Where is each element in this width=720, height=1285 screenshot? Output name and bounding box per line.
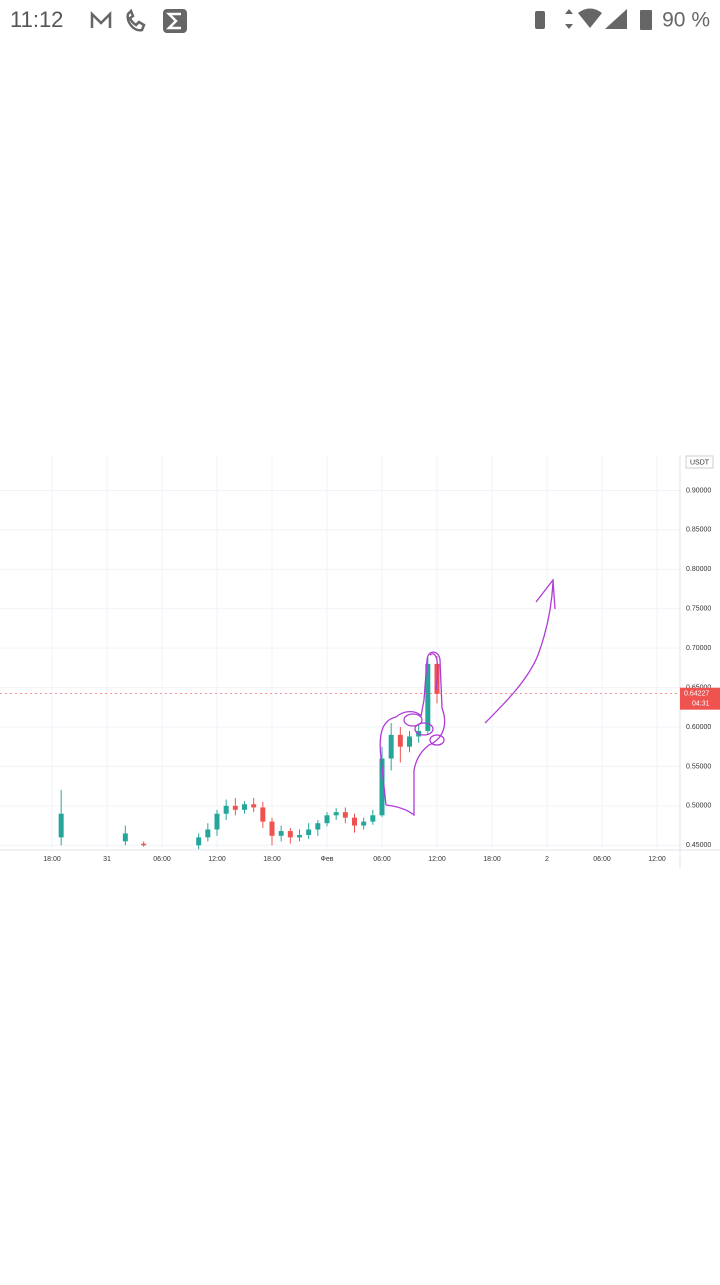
grid: 0.450000.500000.550000.600000.650000.700…	[0, 455, 711, 863]
candle-body	[296, 835, 302, 838]
battery-icon	[640, 10, 652, 30]
y-tick-label: 0.45000	[686, 842, 711, 849]
hand-drawing	[379, 578, 556, 817]
candle-body	[260, 807, 266, 822]
candle-body	[351, 817, 357, 826]
drawn-hand	[379, 651, 446, 817]
sigma	[165, 12, 181, 30]
y-tick-label: 0.80000	[686, 566, 711, 573]
candle-body	[141, 843, 147, 846]
y-tick-label: 0.70000	[686, 645, 711, 652]
candle-body	[122, 833, 128, 842]
gmail-icon	[90, 10, 112, 28]
battery-level: 90 %	[662, 9, 710, 32]
x-tick-label: 06:00	[153, 856, 171, 863]
candle-body	[388, 734, 394, 759]
price-overlay: 0.64227 04:31	[0, 687, 720, 710]
drawn-arrowhead	[535, 578, 556, 610]
candle-body	[278, 831, 284, 836]
y-tick-label: 0.60000	[686, 724, 711, 731]
notification-icons	[90, 8, 187, 33]
countdown-label: 04:31	[692, 701, 710, 708]
currency-box	[685, 455, 714, 469]
candle-body	[287, 831, 293, 838]
x-tick-label: 2	[545, 856, 549, 863]
x-tick-label: 31	[103, 856, 111, 863]
candle-body	[232, 805, 238, 810]
last-price-box	[680, 687, 720, 710]
candle-body	[58, 813, 64, 838]
y-tick-label: 0.50000	[686, 803, 711, 810]
x-tick-label: 12:00	[648, 856, 666, 863]
candle-body	[315, 823, 321, 830]
x-tick-label: Фев	[321, 856, 334, 863]
candle-body	[333, 812, 339, 816]
candle-body	[214, 813, 220, 830]
x-tick-label: 18:00	[43, 856, 61, 863]
call-icon	[126, 8, 146, 32]
vibrate-icon	[535, 11, 545, 29]
y-tick-label: 0.55000	[686, 763, 711, 770]
y-tick-label: 0.90000	[686, 487, 711, 494]
drawn-finger	[429, 653, 439, 691]
data-icon	[565, 9, 573, 29]
drawn-loop	[429, 734, 445, 746]
candle-body	[306, 829, 312, 836]
y-tick-label: 0.75000	[686, 606, 711, 613]
x-tick-label: 18:00	[483, 856, 501, 863]
x-tick-label: 12:00	[428, 856, 446, 863]
x-tick-label: 06:00	[373, 856, 391, 863]
last-price-label: 0.64227	[684, 691, 709, 698]
candle-body	[361, 821, 367, 826]
x-tick-label: 18:00	[263, 856, 281, 863]
drawn-loop	[403, 713, 423, 727]
candle-body	[342, 812, 348, 818]
x-tick-label: 12:00	[208, 856, 226, 863]
candle-body	[379, 758, 385, 816]
candle-body	[397, 734, 403, 747]
drawn-arrow	[484, 581, 554, 724]
candle-body	[370, 815, 376, 822]
signal-icon	[605, 9, 627, 29]
candle-body	[205, 829, 211, 838]
candle-body	[241, 804, 247, 810]
wifi-icon	[578, 8, 602, 28]
candle-body	[251, 804, 257, 808]
chart-area	[0, 455, 720, 868]
clock: 11:12	[10, 7, 63, 32]
candle-body	[324, 815, 330, 824]
y-tick-label: 0.85000	[686, 527, 711, 534]
system-icons	[535, 8, 652, 30]
candles	[58, 656, 440, 850]
candle-body	[269, 821, 275, 836]
currency: USDT	[690, 459, 710, 466]
candle-body	[406, 736, 412, 747]
candle-body	[196, 837, 202, 846]
candle-body	[223, 805, 229, 814]
x-tick-label: 06:00	[593, 856, 611, 863]
drawn-loop	[414, 722, 434, 736]
candle-body	[425, 663, 431, 731]
